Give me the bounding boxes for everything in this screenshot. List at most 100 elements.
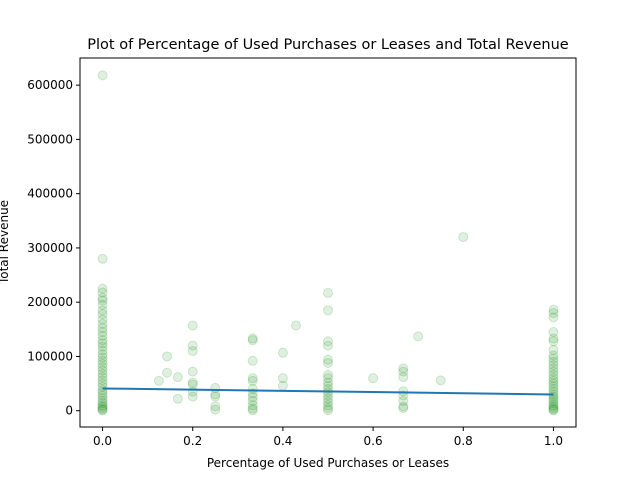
data-point xyxy=(323,369,333,380)
data-point xyxy=(247,395,258,406)
data-point xyxy=(548,360,559,371)
data-point xyxy=(97,299,108,310)
data-point xyxy=(97,359,108,370)
data-point xyxy=(323,380,333,391)
data-point xyxy=(413,331,424,342)
data-point xyxy=(435,375,446,386)
data-point xyxy=(97,345,108,356)
y-tick-label: 100000 xyxy=(27,349,73,363)
data-point xyxy=(247,373,258,384)
data-point xyxy=(458,232,469,243)
y-axis-label: Total Revenue xyxy=(0,200,11,285)
data-point xyxy=(323,336,333,347)
data-point xyxy=(247,333,258,344)
data-point xyxy=(97,283,108,294)
data-point xyxy=(97,362,108,373)
data-point xyxy=(97,314,108,325)
y-tick-label: 0 xyxy=(65,404,73,418)
x-tick-label: 1.0 xyxy=(544,434,563,448)
data-point xyxy=(247,400,258,411)
data-point xyxy=(323,373,333,384)
data-point xyxy=(210,391,221,402)
data-point xyxy=(398,401,409,412)
data-point xyxy=(97,368,108,379)
data-point xyxy=(368,373,379,384)
data-point xyxy=(97,352,108,363)
chart-title: Plot of Percentage of Used Purchases or … xyxy=(87,37,568,53)
data-point xyxy=(97,372,108,383)
data-point xyxy=(97,398,108,409)
data-point xyxy=(247,335,258,346)
data-point xyxy=(548,363,559,374)
data-point xyxy=(97,253,108,264)
data-point xyxy=(97,393,108,404)
x-tick-label: 0.6 xyxy=(364,434,383,448)
data-point xyxy=(97,403,108,414)
data-point xyxy=(97,292,108,303)
data-point xyxy=(277,380,288,391)
data-point xyxy=(398,366,409,377)
data-point xyxy=(548,327,559,338)
data-point xyxy=(548,373,559,384)
data-point xyxy=(548,344,559,355)
data-point xyxy=(97,335,108,346)
data-point xyxy=(548,403,559,414)
y-tick-label: 300000 xyxy=(27,241,73,255)
data-point xyxy=(187,320,198,331)
data-point xyxy=(323,377,333,388)
data-point xyxy=(548,405,559,416)
data-point xyxy=(323,405,333,416)
data-point xyxy=(97,330,108,341)
data-point xyxy=(247,355,258,366)
x-axis-label: Percentage of Used Purchases or Leases xyxy=(207,456,449,470)
y-tick-label: 500000 xyxy=(27,132,73,146)
data-point xyxy=(548,356,559,367)
y-tick-label: 200000 xyxy=(27,295,73,309)
data-point xyxy=(323,340,333,351)
data-point xyxy=(97,404,108,415)
data-point xyxy=(398,395,409,406)
data-point xyxy=(323,357,333,368)
data-point xyxy=(277,373,288,384)
data-point xyxy=(247,392,258,403)
y-tick-label: 600000 xyxy=(27,78,73,92)
data-point xyxy=(323,393,333,404)
data-point xyxy=(97,327,108,338)
data-point xyxy=(323,305,333,316)
data-point xyxy=(548,378,559,389)
data-point xyxy=(247,405,258,416)
data-point xyxy=(398,363,409,374)
plot-area-frame xyxy=(79,57,577,428)
data-point xyxy=(97,287,108,298)
data-point xyxy=(247,403,258,414)
data-point xyxy=(97,318,108,329)
data-point xyxy=(187,391,198,402)
data-point xyxy=(398,403,409,414)
data-point xyxy=(548,336,559,347)
data-point xyxy=(97,355,108,366)
data-point xyxy=(323,397,333,408)
data-point xyxy=(548,312,559,323)
data-point xyxy=(548,308,559,319)
data-point xyxy=(548,369,559,380)
data-point xyxy=(548,375,559,386)
data-point xyxy=(187,346,198,357)
data-point xyxy=(323,354,333,365)
data-point xyxy=(162,367,173,378)
data-point xyxy=(97,309,108,320)
data-point xyxy=(97,395,108,406)
data-point xyxy=(548,401,559,412)
data-point xyxy=(548,404,559,415)
data-point xyxy=(323,400,333,411)
data-point xyxy=(97,365,108,376)
data-point xyxy=(97,390,108,401)
trend-line xyxy=(102,387,554,396)
trend-line-layer xyxy=(102,387,554,396)
data-point xyxy=(548,333,559,344)
data-point xyxy=(323,287,333,298)
data-point xyxy=(97,70,108,81)
data-point xyxy=(548,304,559,315)
data-point xyxy=(210,404,221,415)
x-tick-label: 0.8 xyxy=(454,434,473,448)
